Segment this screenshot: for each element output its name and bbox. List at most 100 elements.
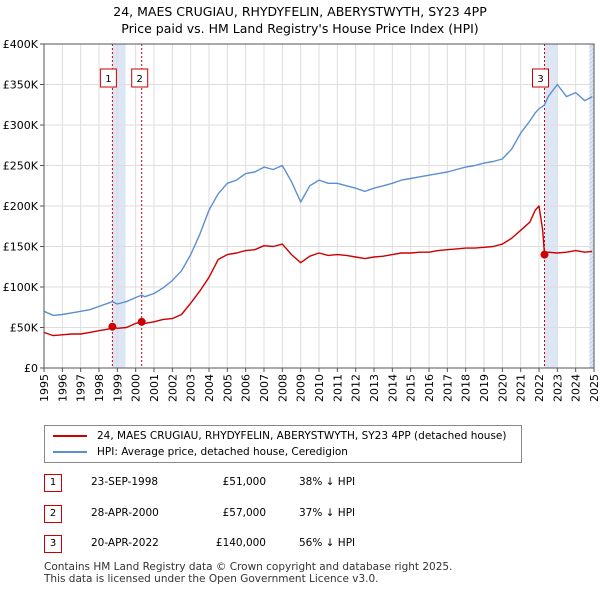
hatch-line: [589, 131, 595, 137]
footer-copyright: Contains HM Land Registry data © Crown c…: [44, 561, 453, 573]
x-tick-label: 2013: [368, 374, 381, 402]
x-tick-label: 2009: [295, 374, 308, 402]
transaction-price: £51,000: [222, 476, 266, 488]
x-tick-label: 2019: [478, 374, 491, 402]
x-tick-label: 2001: [148, 374, 161, 402]
hatch-line: [589, 291, 595, 297]
transaction-box-label: 2: [137, 74, 143, 85]
hatch-line: [589, 119, 595, 125]
legend-label-property: 24, MAES CRUGIAU, RHYDYFELIN, ABERYSTWYT…: [97, 430, 507, 442]
hatch-line: [589, 263, 595, 269]
x-tick-label: 2021: [515, 374, 528, 402]
chart-title-line2: Price paid vs. HM Land Registry's House …: [121, 21, 479, 36]
x-tick-label: 1997: [75, 374, 88, 402]
hatch-line: [589, 175, 595, 181]
hatch-line: [589, 95, 595, 101]
hatch-line: [589, 179, 595, 185]
hatch-line: [589, 151, 595, 157]
y-tick-label: £200K: [3, 200, 39, 213]
transaction-number: 1: [44, 474, 62, 492]
hatch-line: [589, 295, 595, 301]
footer-licence: This data is licensed under the Open Gov…: [44, 573, 379, 585]
hatch-line: [589, 339, 595, 345]
y-tick-label: £400K: [3, 38, 39, 51]
y-tick-label: £150K: [3, 241, 39, 254]
sale-marker: [137, 317, 146, 326]
hatch-line: [589, 267, 595, 273]
transaction-number: 2: [44, 505, 62, 523]
hatch-line: [589, 343, 595, 349]
hatch-line: [589, 99, 595, 105]
transaction-box-label: 3: [537, 74, 543, 85]
hatch-line: [589, 75, 595, 81]
hatch-line: [589, 231, 595, 237]
hatch-line: [589, 287, 595, 293]
hatch-line: [589, 335, 595, 341]
transaction-box: [532, 68, 549, 88]
transaction-hpi-diff: 56% ↓ HPI: [299, 537, 356, 549]
hatch-line: [589, 71, 595, 77]
x-tick-label: 2006: [240, 374, 253, 402]
x-tick-label: 2012: [350, 374, 363, 402]
hatch-line: [589, 55, 595, 61]
x-tick-label: 2017: [441, 374, 454, 402]
hatch-line: [589, 67, 595, 73]
y-tick-label: £300K: [3, 119, 39, 132]
hatch-line: [589, 127, 595, 133]
hatch-line: [589, 235, 595, 241]
x-tick-label: 2004: [203, 374, 216, 402]
price-chart: £0 £50K £100K £150K £200K £250K £300K £350K £400…: [3, 38, 600, 402]
transaction-date: 20-APR-2022: [91, 537, 159, 549]
y-tick-label: £50K: [10, 322, 39, 335]
x-tick-label: 2018: [460, 374, 473, 402]
hatch-line: [589, 47, 595, 53]
y-tick-label: £0: [24, 362, 38, 375]
x-tick-label: 2011: [331, 374, 344, 402]
sale-marker: [540, 250, 549, 259]
x-tick-label: 2014: [386, 374, 399, 402]
x-tick-label: 2010: [313, 374, 326, 402]
hatch-line: [589, 103, 595, 109]
x-tick-label: 2025: [588, 374, 600, 402]
transaction-number: 3: [44, 535, 62, 553]
legend-swatch-property: [53, 435, 87, 437]
hatch-line: [589, 259, 595, 265]
transaction-box: [99, 68, 117, 88]
hatch-line: [589, 223, 595, 229]
hatch-line: [589, 355, 595, 361]
hatch-line: [589, 63, 595, 69]
hatch-line: [589, 183, 595, 189]
hatch-line: [589, 227, 595, 233]
x-tick-label: 2005: [221, 374, 234, 402]
hatch-line: [589, 147, 595, 153]
sale-marker: [108, 322, 117, 331]
legend-label-hpi: HPI: Average price, detached house, Cere…: [97, 446, 348, 458]
hatch-line: [589, 171, 595, 177]
x-tick-label: 2020: [496, 374, 509, 402]
hatch-line: [589, 271, 595, 277]
x-tick-label: 2002: [166, 374, 179, 402]
transaction-hpi-diff: 37% ↓ HPI: [299, 507, 356, 519]
hatch-line: [589, 307, 595, 313]
legend-entry-hpi: HPI: Average price, detached house, Cere…: [53, 444, 348, 460]
x-tick-label: 2022: [533, 374, 546, 402]
hatch-line: [589, 211, 595, 217]
hatch-line: [589, 195, 595, 201]
hatch-line: [589, 279, 595, 285]
hatch-line: [589, 299, 595, 305]
hatch-line: [589, 251, 595, 257]
hatch-line: [589, 51, 595, 57]
x-tick-label: 2024: [570, 374, 583, 402]
x-tick-label: 1999: [111, 374, 124, 402]
transaction-date: 28-APR-2000: [91, 507, 159, 519]
hatch-line: [589, 155, 595, 161]
hatch-line: [589, 215, 595, 221]
hatch-line: [589, 199, 595, 205]
hatch-line: [589, 319, 595, 325]
hatch-line: [589, 191, 595, 197]
hatch-line: [589, 327, 595, 333]
x-tick-label: 1995: [38, 374, 51, 402]
hatch-line: [589, 303, 595, 309]
transaction-box-label: 1: [105, 74, 111, 85]
x-tick-label: 1998: [93, 374, 106, 402]
